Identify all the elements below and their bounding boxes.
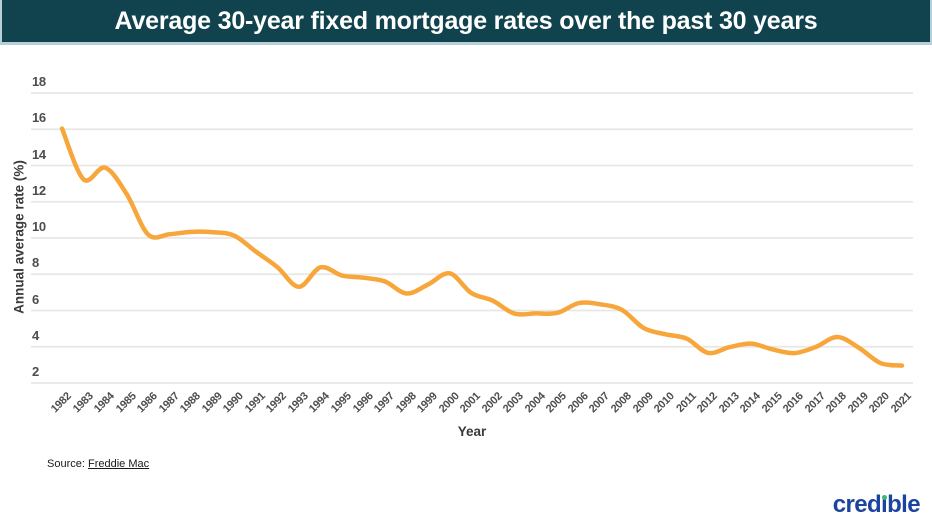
logo-text: ble	[887, 491, 920, 518]
y-tick-label: 2	[32, 364, 39, 379]
y-axis-title: Annual average rate (%)	[11, 160, 27, 314]
y-tick-label: 4	[32, 327, 39, 343]
source-link[interactable]: Freddie Mac	[87, 458, 150, 470]
y-tick-label: 12	[32, 182, 46, 198]
x-axis-title: Year	[457, 424, 487, 439]
y-tick-label: 10	[32, 219, 46, 234]
y-tick-label: 14	[32, 146, 46, 162]
source-prefix: Source:	[47, 458, 85, 470]
chart-title-bar: Average 30-year fixed mortgage rates ove…	[0, 0, 932, 45]
y-tick-label: 8	[32, 255, 39, 271]
logo-i-green-dot: ı	[881, 491, 888, 518]
source-note: Source: Freddie Mac	[47, 458, 149, 470]
credible-logo[interactable]: credıble	[832, 491, 921, 518]
rate-line-series	[59, 126, 905, 368]
y-tick-label: 18	[32, 74, 46, 89]
logo-text: cred	[832, 491, 882, 518]
chart-title: Average 30-year fixed mortgage rates ove…	[114, 6, 818, 35]
y-tick-label: 6	[32, 291, 39, 307]
y-tick-label: 16	[32, 110, 46, 126]
